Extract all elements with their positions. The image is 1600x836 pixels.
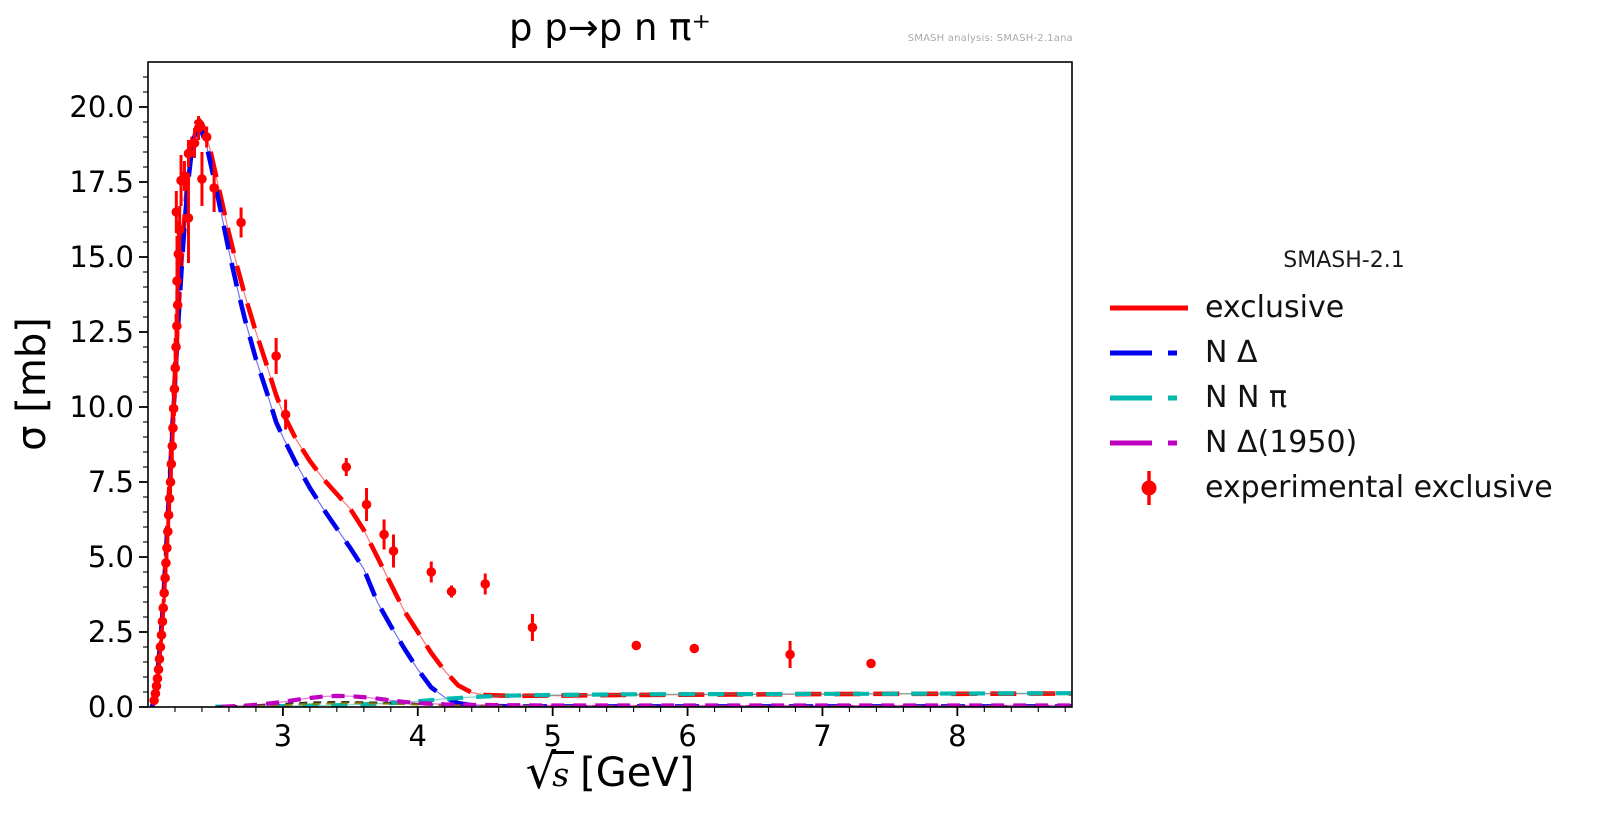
legend-entry-label: exclusive — [1205, 290, 1345, 325]
experimental-point — [341, 462, 352, 472]
experimental-point — [197, 174, 207, 184]
experimental-point — [201, 132, 212, 142]
experimental-point — [157, 616, 168, 627]
experimental-point — [160, 573, 170, 583]
experimental-point — [156, 630, 167, 640]
legend-entry-label: experimental exclusive — [1205, 470, 1553, 505]
experimental-point — [480, 579, 491, 589]
x-tick-label: 5 — [543, 719, 561, 753]
axes-frame — [147, 61, 1073, 708]
legend-title: SMASH-2.1 — [1283, 248, 1405, 273]
legend-line-icon — [1103, 424, 1195, 462]
experimental-point — [161, 558, 171, 568]
chart-title: p p→p n π⁺ — [508, 6, 711, 49]
legend-sample-svg — [1110, 305, 1188, 310]
watermark-text: SMASH analysis: SMASH-2.1ana — [907, 33, 1073, 44]
legend-entry-3: N Δ(1950) — [1103, 420, 1585, 465]
y-tick-label: 20.0 — [69, 90, 134, 124]
curve-n-n-pi — [215, 691, 1072, 707]
experimental-point — [209, 183, 219, 193]
y-tick-label: 7.5 — [88, 465, 134, 499]
legend-entry-0: exclusive — [1103, 285, 1585, 330]
x-tick-label: 8 — [948, 719, 966, 753]
experimental-point — [152, 673, 163, 684]
experimental-point — [153, 664, 164, 675]
curve-n-delta-thin — [151, 127, 1072, 707]
experimental-point — [171, 207, 182, 217]
experimental-point — [280, 409, 291, 420]
legend-line-icon — [1103, 379, 1195, 417]
experimental-point — [165, 477, 176, 487]
experimental-point — [183, 148, 194, 159]
experimental-point — [271, 351, 281, 361]
x-tick-label: 3 — [274, 719, 292, 753]
y-tick-label: 5.0 — [88, 540, 134, 574]
experimental-point — [154, 654, 165, 664]
legend-rows: exclusive N Δ N N π N Δ(1950) experimental e… — [1103, 285, 1585, 510]
legend-sample-svg — [1110, 395, 1188, 400]
experimental-point — [388, 546, 399, 556]
minor-curve-1 — [242, 702, 1072, 707]
curve-n-delta-1950 — [222, 693, 1072, 707]
legend-point-icon — [1103, 469, 1195, 507]
legend-entry-4: experimental exclusive — [1103, 465, 1585, 510]
y-tick-label: 0.0 — [88, 690, 134, 724]
experimental-point — [150, 688, 161, 699]
y-tick-label: 15.0 — [69, 240, 134, 274]
experimental-point — [163, 526, 173, 537]
experimental-point — [631, 640, 642, 651]
experimental-point — [689, 643, 700, 654]
experimental-point — [866, 658, 876, 669]
experimental-point — [189, 138, 200, 148]
experimental-point — [179, 171, 190, 181]
legend-entry-label: N Δ — [1205, 335, 1258, 370]
sqrt-radical-icon: √ — [525, 744, 557, 800]
legend-sample-svg — [1141, 470, 1157, 505]
y-tick-label: 17.5 — [69, 165, 134, 199]
y-tick-label: 2.5 — [88, 615, 134, 649]
experimental-point — [379, 529, 389, 540]
legend-line-icon — [1103, 334, 1195, 372]
experimental-point — [446, 586, 457, 597]
curve-n-delta — [149, 124, 1072, 707]
legend-line-icon — [1103, 289, 1195, 327]
x-axis-unit: [GeV] — [580, 750, 695, 796]
legend-entry-label: N N π — [1205, 380, 1288, 415]
legend: SMASH-2.1 exclusive N Δ N N π N Δ(1950) expe… — [1103, 248, 1585, 510]
experimental-point — [151, 681, 162, 691]
ticks-group: 3 4 5 6 7 8 0.0 2.5 5.0 7.5 10.0 12.5 15.0 17.5 20.0 — [69, 76, 1066, 753]
y-tick-label: 12.5 — [69, 315, 134, 349]
legend-sample-svg — [1110, 350, 1188, 355]
x-tick-label: 7 — [813, 719, 831, 753]
legend-sample-svg — [1110, 440, 1188, 445]
experimental-point — [158, 603, 169, 613]
experimental-point — [785, 649, 795, 660]
experimental-point — [159, 588, 169, 598]
sqrt-radicand: s — [551, 751, 575, 794]
experimental-point — [162, 543, 172, 553]
legend-entry-label: N Δ(1950) — [1205, 425, 1358, 460]
x-tick-label: 4 — [409, 719, 427, 753]
experimental-point — [183, 213, 194, 223]
experimental-points-group — [149, 116, 876, 706]
experimental-point — [193, 123, 204, 133]
y-tick-label: 10.0 — [69, 390, 134, 424]
x-axis-label: √s [GeV] — [148, 744, 1072, 800]
legend-marker — [1141, 480, 1157, 495]
legend-entry-2: N N π — [1103, 375, 1585, 420]
experimental-point — [527, 622, 538, 633]
experimental-point — [426, 567, 437, 577]
experimental-point — [163, 510, 174, 520]
experimental-point — [236, 217, 246, 228]
legend-entry-1: N Δ — [1103, 330, 1585, 375]
y-axis-label: σ [mb] — [9, 317, 55, 451]
experimental-point — [155, 642, 166, 652]
experimental-point — [361, 499, 372, 510]
x-tick-label: 6 — [678, 719, 696, 753]
